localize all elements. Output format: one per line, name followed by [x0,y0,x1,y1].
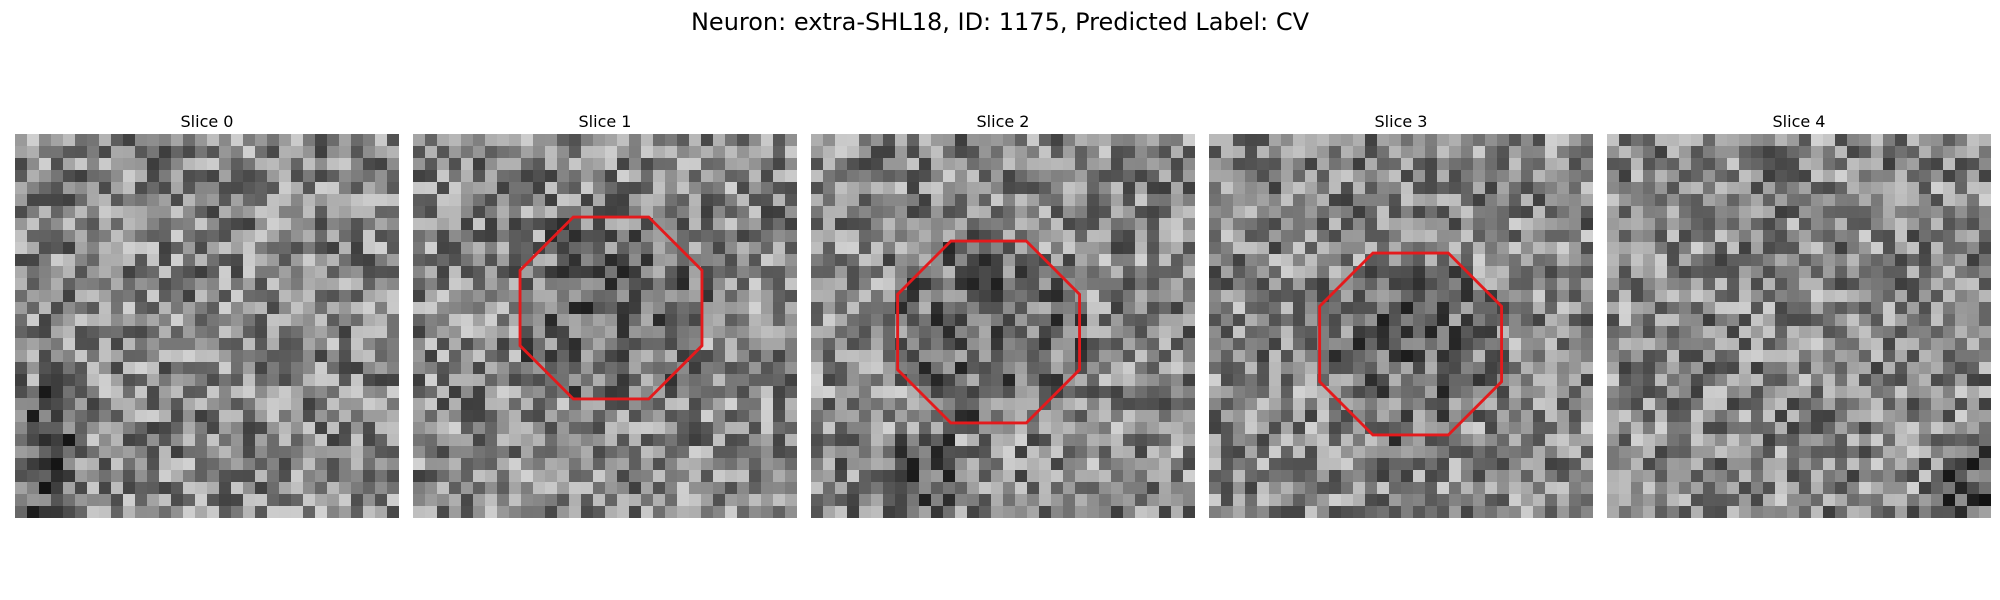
slice-title: Slice 4 [1772,112,1826,131]
roi-outline [518,215,704,401]
figure-title: Neuron: extra-SHL18, ID: 1175, Predicted… [690,8,1310,36]
slice-image [1209,134,1593,518]
slice-image [15,134,399,518]
slice-title: Slice 1 [578,112,632,131]
slice-image [1607,134,1991,518]
slice-title: Slice 0 [180,112,234,131]
slice-panel-0: Slice 0 [15,110,399,518]
roi-octagon [1318,251,1503,437]
slice-panel-2: Slice 2 [811,110,1195,518]
slice-panel-3: Slice 3 [1209,110,1593,518]
roi-outline [896,239,1081,425]
slice-panel-4: Slice 4 [1607,110,1991,518]
roi-octagon [518,215,704,401]
roi-outline [1318,251,1503,437]
roi-octagon [896,239,1081,425]
slice-image [811,134,1195,518]
slice-title: Slice 2 [976,112,1030,131]
slice-panel-1: Slice 1 [413,110,797,518]
slice-image [413,134,797,518]
slice-title: Slice 3 [1374,112,1428,131]
